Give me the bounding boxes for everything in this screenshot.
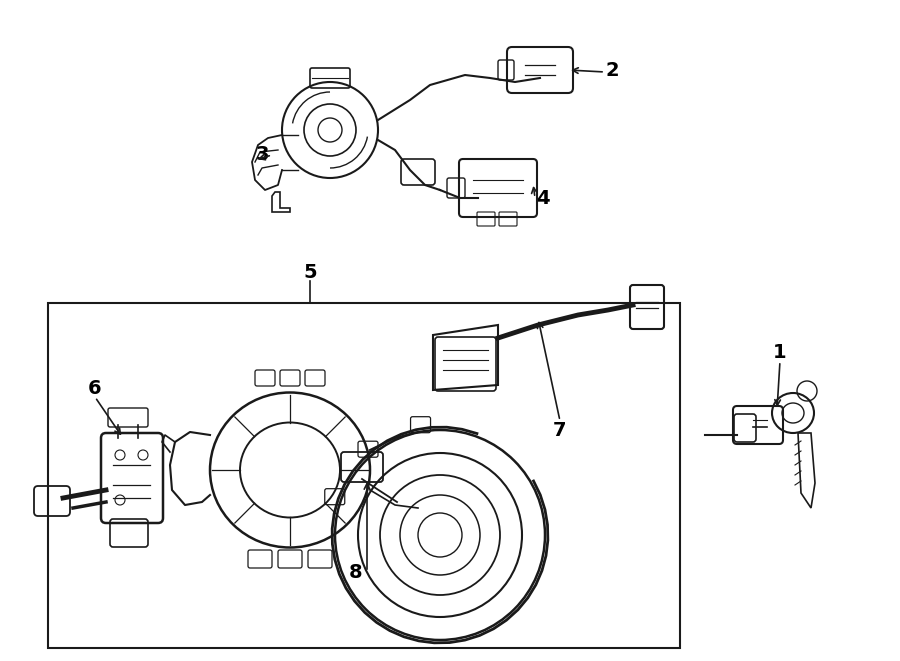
Text: 4: 4: [536, 188, 550, 208]
Text: 3: 3: [256, 145, 269, 165]
Text: 6: 6: [88, 379, 102, 397]
Text: 8: 8: [349, 563, 363, 582]
Bar: [48, 303, 680, 648]
Text: 7: 7: [554, 420, 567, 440]
Text: 5: 5: [303, 262, 317, 282]
Text: 2: 2: [605, 61, 619, 79]
Text: 1: 1: [773, 342, 787, 362]
